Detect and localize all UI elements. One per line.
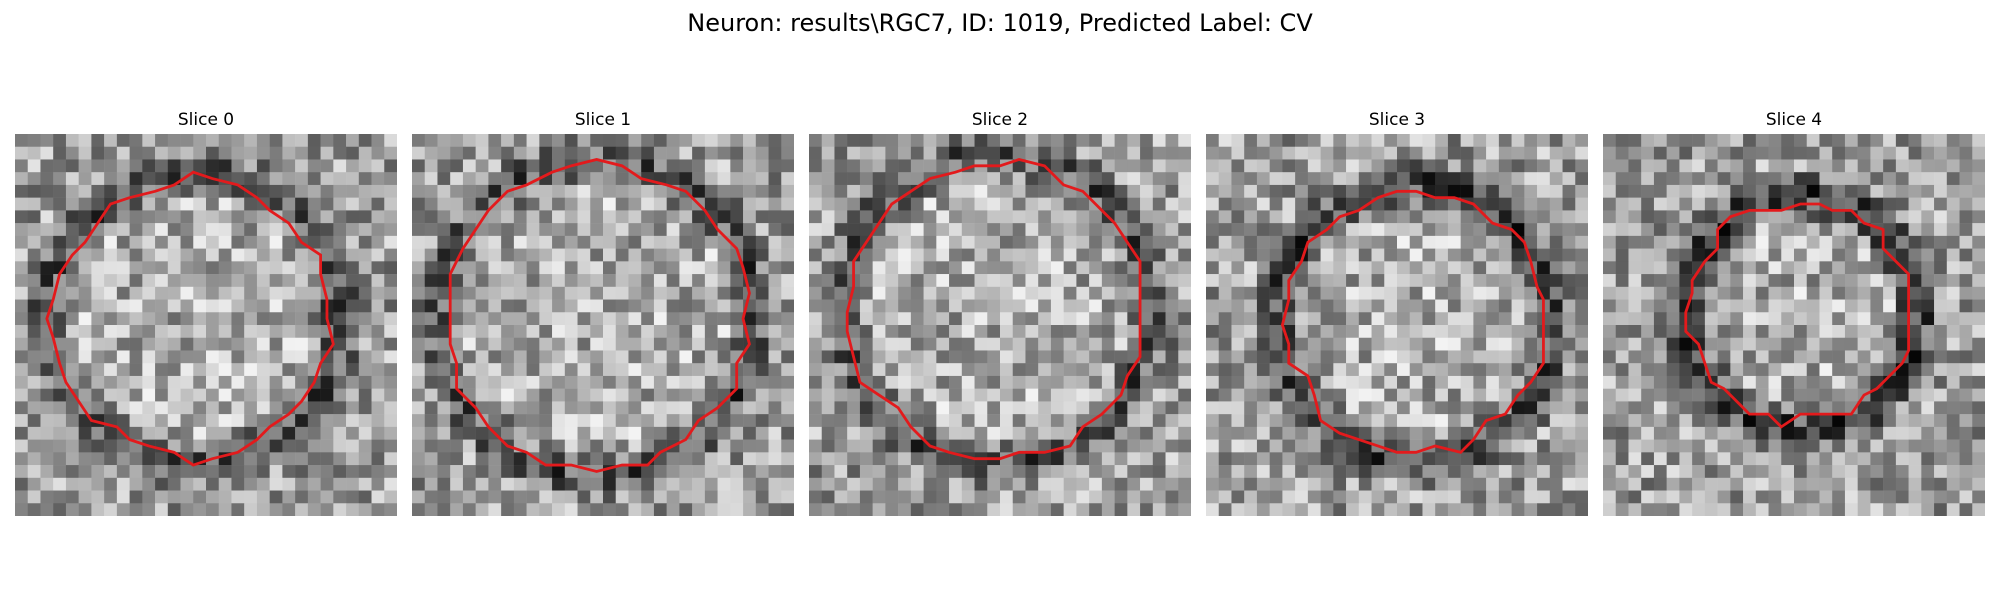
figure-title: Neuron: results\RGC7, ID: 1019, Predicte… xyxy=(687,9,1313,37)
slice-image-0 xyxy=(15,134,397,516)
slice-title-1: Slice 1 xyxy=(574,110,632,130)
slice-panel-2: Slice 2 xyxy=(809,110,1191,516)
slice-image-2 xyxy=(809,134,1191,516)
cell-contour xyxy=(448,158,751,473)
slice-image-1 xyxy=(412,134,794,516)
slice-image-3 xyxy=(1206,134,1588,516)
cell-contour xyxy=(1280,189,1545,454)
cell-contour xyxy=(45,170,335,467)
slice-image-4 xyxy=(1603,134,1985,516)
slice-panel-1: Slice 1 xyxy=(412,110,794,516)
slice-panel-4: Slice 4 xyxy=(1603,110,1985,516)
slice-panel-3: Slice 3 xyxy=(1206,110,1588,516)
cell-contour xyxy=(1684,202,1911,429)
slice-title-0: Slice 0 xyxy=(177,110,235,130)
cell-contour xyxy=(845,158,1142,461)
slice-title-4: Slice 4 xyxy=(1765,110,1823,130)
slice-title-3: Slice 3 xyxy=(1368,110,1426,130)
slice-panel-0: Slice 0 xyxy=(15,110,397,516)
slice-title-2: Slice 2 xyxy=(971,110,1029,130)
